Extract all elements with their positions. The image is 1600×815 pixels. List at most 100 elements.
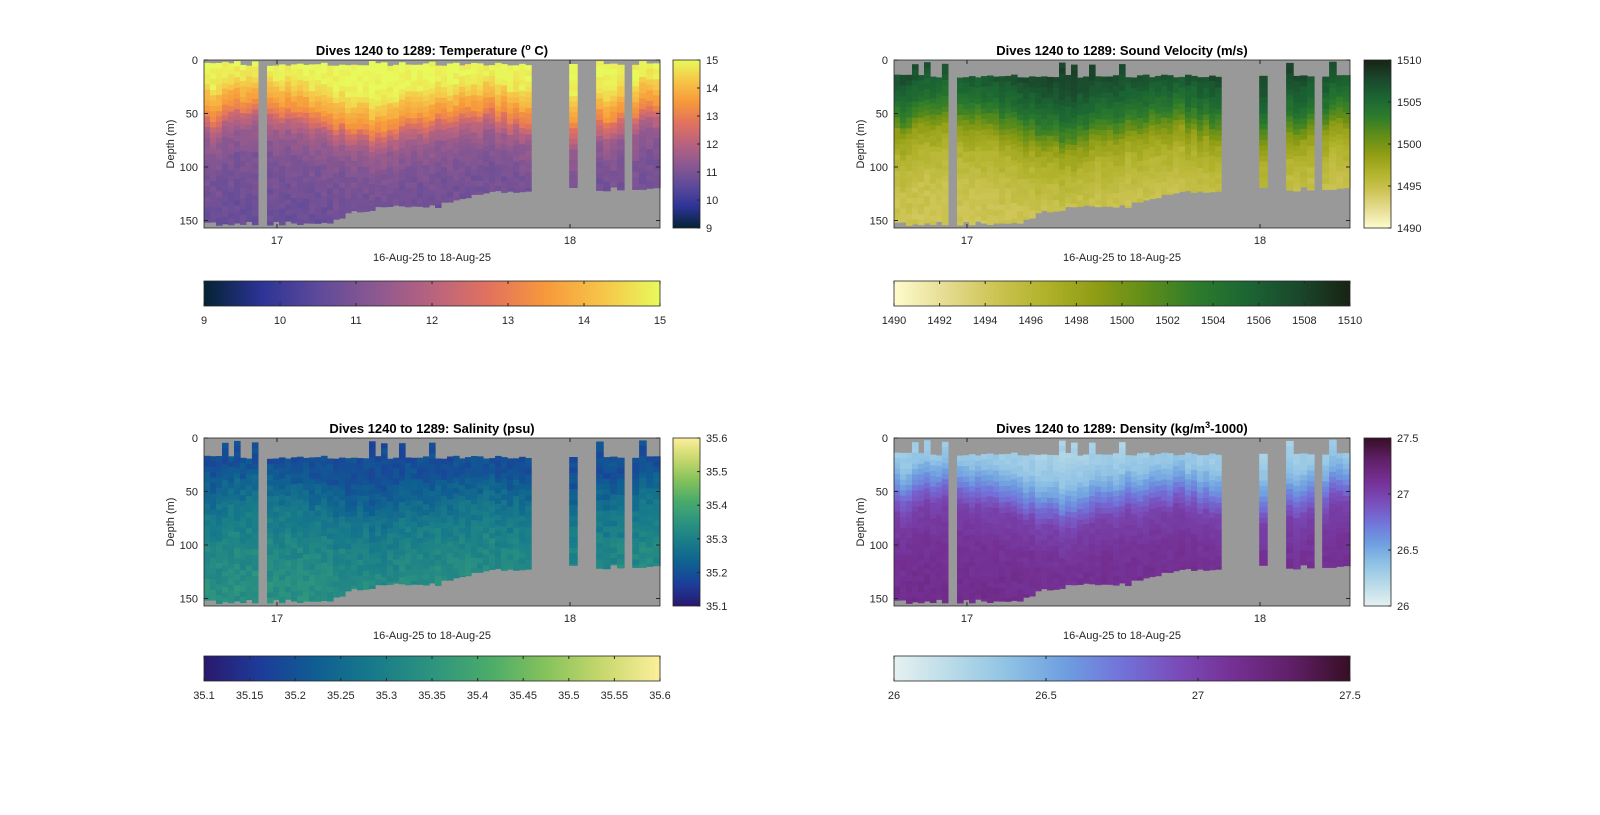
heatmap-cell [315,505,322,512]
heatmap-cell [363,549,370,556]
heatmap-cell [297,186,304,193]
heatmap-cell [297,106,304,113]
heatmap-cell [596,537,604,544]
heatmap-cell [1343,101,1351,108]
heatmap-cell [405,112,412,119]
heatmap-cell [1300,182,1308,188]
heatmap-cell [435,479,442,486]
heatmap-cell [1119,181,1126,188]
heatmap-cell [245,129,253,136]
heatmap-cell [617,505,625,512]
heatmap-cell [285,183,292,190]
heatmap-cell [525,91,532,98]
heatmap-cell [646,520,654,527]
heatmap-cell [465,473,472,480]
heatmap-cell [1307,97,1315,104]
heatmap-cell [489,97,496,104]
heatmap-cell [935,179,943,186]
heatmap-cell [351,107,358,114]
heatmap-cell [321,471,328,478]
heatmap-cell [441,506,448,513]
heatmap-cell [234,451,241,458]
title-text: C) [531,43,548,58]
heatmap-cell [303,570,310,577]
heatmap-cell [417,527,424,534]
heatmap-cell [957,82,964,89]
heatmap-cell [1215,162,1222,169]
heatmap-cell [234,152,241,158]
chart-sound-velocity: Dives 1240 to 1289: Sound Velocity (m/s)… [855,43,1421,327]
heatmap-cell [387,496,394,503]
heatmap-cell [333,76,340,83]
heatmap-cell [471,148,478,155]
heatmap-cell [216,595,223,602]
heatmap-cell [234,71,241,78]
heatmap-cell [1197,77,1204,84]
heatmap-cell [1131,179,1138,186]
heatmap-cell [273,501,280,508]
heatmap-cell [924,222,931,224]
chart-title: Dives 1240 to 1289: Temperature (o C) [316,42,548,58]
heatmap-cell [210,170,217,177]
heatmap-cell [1185,187,1192,192]
heatmap-cell [471,498,478,505]
heatmap-cell [297,499,304,506]
heatmap-cell [245,469,253,476]
heatmap-cell [639,157,647,164]
heatmap-cell [471,68,478,75]
heatmap-cell [351,198,358,205]
heatmap-cell [291,532,298,539]
heatmap-cell [435,490,442,497]
heatmap-cell [639,472,647,479]
heatmap-cell [483,151,490,158]
heatmap-cell [632,538,640,545]
heatmap-cell [405,176,412,183]
heatmap-cell [297,149,304,156]
heatmap-cell [204,202,211,208]
heatmap-cell [918,214,925,221]
heatmap-cell [357,586,364,591]
heatmap-cell [632,182,640,189]
heatmap-cell [251,565,259,572]
heatmap-cell [993,146,1000,153]
heatmap-cell [483,522,490,529]
heatmap-cell [405,564,412,571]
heatmap-cell [453,557,460,564]
heatmap-cell [228,600,235,604]
heatmap-cell [507,463,514,470]
heatmap-cell [357,527,364,534]
heatmap-cell [273,145,280,152]
heatmap-cell [234,590,241,597]
heatmap-cell [267,162,274,169]
heatmap-cell [1149,194,1156,200]
heatmap-cell [387,560,394,567]
heatmap-cell [381,571,388,578]
heatmap-cell [417,145,424,151]
heatmap-cell [957,136,964,143]
heatmap-cell [1149,87,1156,94]
heatmap-cell [210,509,217,516]
heatmap-cell [912,208,919,215]
heatmap-cell [1101,140,1108,147]
heatmap-cell [969,204,976,211]
heatmap-cell [417,479,424,486]
heatmap-cell [441,113,448,120]
heatmap-cell [525,134,532,141]
heatmap-cell [381,121,388,128]
heatmap-cell [381,158,388,165]
heatmap-cell [423,159,430,166]
heatmap-cell [646,133,654,139]
heatmap-cell [603,96,611,103]
heatmap-cell [303,166,310,173]
heatmap-cell [315,569,322,576]
heatmap-cell [1155,188,1162,195]
heatmap-cell [291,505,298,512]
heatmap-cell [345,70,352,77]
heatmap-cell [327,113,334,120]
heatmap-cell [375,547,382,554]
heatmap-cell [610,159,618,166]
heatmap-cell [639,515,647,522]
heatmap-cell [245,210,253,217]
heatmap-cell [327,81,334,88]
heatmap-cell [525,75,532,82]
